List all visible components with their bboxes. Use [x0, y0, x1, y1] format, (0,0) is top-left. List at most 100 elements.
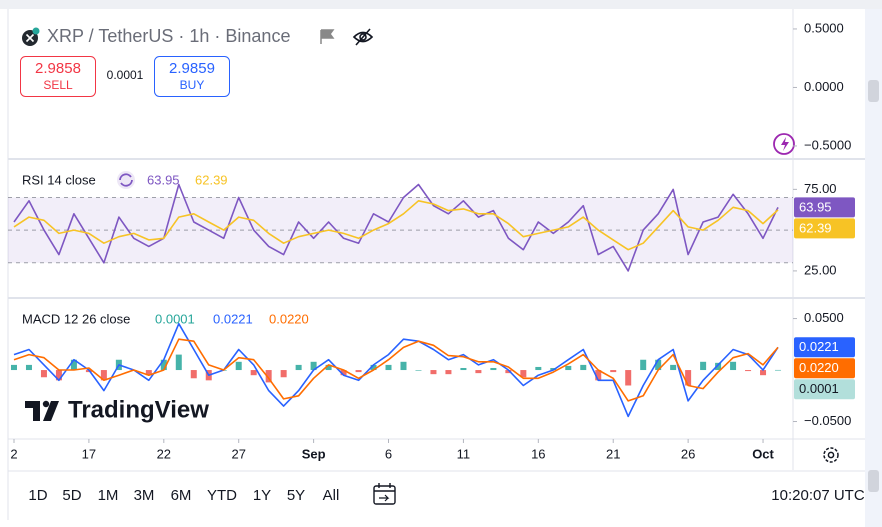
last-value-box — [794, 379, 855, 400]
histogram-bar — [655, 359, 662, 371]
buy-label: BUY — [180, 78, 205, 92]
legend-value: 63.95 — [147, 172, 180, 187]
series-line — [13, 338, 779, 402]
histogram-bar — [700, 361, 707, 371]
settings-icon[interactable] — [823, 447, 839, 463]
histogram-bar — [145, 370, 152, 376]
status-dot — [32, 27, 40, 35]
range-button[interactable]: 1D — [28, 487, 47, 504]
range-button[interactable]: 5D — [62, 487, 81, 504]
clock: 10:20:07 UTC — [771, 487, 865, 504]
macd-title: MACD 12 26 close — [22, 311, 130, 326]
histogram-bar — [760, 370, 767, 376]
y-tick-label: 25.00 — [804, 262, 837, 277]
x-tick-label: 26 — [681, 446, 695, 461]
symbol-icon-mark — [25, 33, 35, 43]
histogram-bar — [715, 362, 722, 371]
histogram-bar — [475, 370, 482, 374]
histogram-bar — [325, 364, 332, 371]
x-tick-label: 11 — [457, 446, 471, 461]
y-tick-label: 75.00 — [804, 181, 837, 196]
histogram-bar — [745, 370, 752, 372]
legend-value: 0.0001 — [155, 311, 195, 326]
range-button[interactable]: 1M — [98, 487, 119, 504]
sell-button[interactable] — [20, 56, 96, 97]
range-button[interactable]: 6M — [171, 487, 192, 504]
histogram-bar — [565, 365, 572, 371]
x-tick-label: 2 — [10, 446, 17, 461]
histogram-bar — [10, 364, 17, 371]
x-tick-label: 22 — [157, 446, 171, 461]
last-value-box — [794, 218, 855, 239]
histogram-bar — [190, 370, 197, 379]
hide-icon[interactable] — [352, 28, 374, 46]
buy-button[interactable] — [154, 56, 230, 97]
range-button[interactable]: 3M — [134, 487, 155, 504]
histogram-bar — [355, 370, 362, 373]
histogram-bar — [280, 370, 287, 378]
y-tick-label: 0.0500 — [804, 310, 844, 325]
histogram-bar — [295, 364, 302, 371]
x-tick-label: 27 — [231, 446, 245, 461]
last-value-box — [794, 358, 855, 379]
histogram-bar — [490, 367, 497, 371]
legend-value: 0.0221 — [213, 311, 253, 326]
y-tick-label: −0.5000 — [804, 137, 851, 152]
histogram-bar — [625, 370, 632, 386]
side-handle[interactable] — [868, 470, 879, 492]
y-tick-label: 0.5000 — [804, 20, 844, 35]
rsi-title: RSI 14 close — [22, 172, 96, 187]
x-tick-label: 17 — [82, 446, 96, 461]
histogram-bar — [535, 366, 542, 371]
last-value-label: 62.39 — [799, 220, 832, 235]
histogram-bar — [520, 370, 527, 378]
x-tick-label: 16 — [531, 446, 545, 461]
goto-date-icon[interactable] — [373, 483, 396, 505]
buy-price: 2.9859 — [169, 60, 215, 77]
histogram-bar — [25, 364, 32, 371]
histogram-bar — [580, 364, 587, 371]
rsi-settings-icon[interactable] — [117, 171, 135, 189]
histogram-bar — [640, 359, 647, 371]
histogram-bar — [370, 364, 377, 371]
histogram-bar — [310, 361, 317, 371]
side-handle[interactable] — [868, 80, 879, 102]
last-value-label: 0.0220 — [799, 360, 839, 375]
last-value-label: 63.95 — [799, 199, 832, 214]
range-button[interactable]: 1Y — [253, 487, 271, 504]
series-line — [13, 200, 779, 251]
flag-icon[interactable] — [320, 29, 335, 44]
alert-icon[interactable] — [773, 133, 795, 155]
histogram-bar — [595, 370, 602, 381]
legend-value: 62.39 — [195, 172, 228, 187]
range-button[interactable]: 5Y — [287, 487, 305, 504]
histogram-bar — [730, 361, 737, 371]
histogram-bar — [445, 370, 452, 375]
histogram-bar — [460, 367, 467, 371]
histogram-bar — [385, 364, 392, 371]
top-strip — [0, 0, 882, 9]
y-tick-label: −0.0500 — [804, 413, 851, 428]
x-tick-label: Oct — [752, 446, 774, 461]
histogram-bar — [175, 354, 182, 371]
histogram-bar — [70, 359, 77, 371]
histogram-bar — [685, 370, 692, 386]
series-line — [13, 183, 779, 272]
last-value-label: 0.0221 — [799, 339, 839, 354]
histogram-bar — [430, 370, 437, 375]
histogram-bar — [400, 361, 407, 371]
logo-text: TradingView — [68, 396, 209, 423]
range-button[interactable]: All — [323, 487, 340, 504]
histogram-bar — [340, 370, 347, 376]
pane — [8, 183, 793, 272]
sell-label: SELL — [43, 78, 73, 92]
symbol-title: XRP / TetherUS · 1h · Binance — [47, 26, 290, 46]
histogram-bar — [415, 370, 422, 371]
last-value-box — [794, 337, 855, 358]
last-value-label: 0.0001 — [799, 381, 839, 396]
histogram-bar — [550, 367, 557, 371]
range-button[interactable]: YTD — [207, 487, 237, 504]
histogram-bar — [100, 370, 107, 381]
x-tick-label: Sep — [302, 446, 326, 461]
